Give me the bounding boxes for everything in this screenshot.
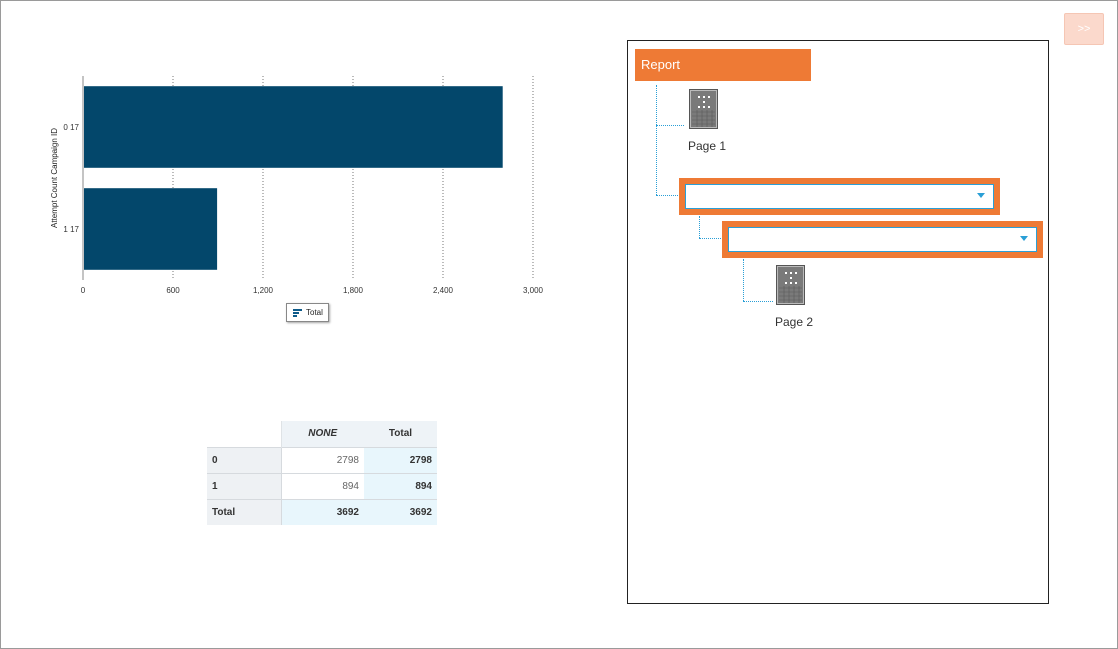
section-selector-1[interactable] — [679, 178, 1000, 215]
tree-connector — [656, 85, 657, 195]
tree-connector — [699, 238, 721, 239]
cell-value: 894 — [281, 472, 364, 499]
bar-chart: 0 600 1,200 1,800 2,400 3,000 0 17 1 17 Attempt… — [50, 76, 544, 295]
table-total-row: Total 3692 3692 — [207, 498, 437, 525]
bar-series-icon — [293, 309, 302, 318]
chart-legend[interactable]: Total — [286, 303, 329, 322]
cell-total: 894 — [364, 472, 437, 499]
bar[interactable] — [84, 86, 503, 168]
cell-total: 3692 — [364, 498, 437, 525]
page-2-label[interactable]: Page 2 — [775, 315, 814, 329]
tree-connector — [743, 301, 773, 302]
report-root-node[interactable]: Report — [635, 49, 811, 81]
cell-value: 2798 — [281, 446, 364, 473]
x-tick-label: 0 — [81, 286, 86, 295]
pivot-table: NONE Total 0 2798 2798 1 894 894 Total 3… — [207, 421, 437, 525]
table-header-row: NONE Total — [207, 421, 437, 447]
table-corner — [207, 421, 282, 447]
page-thumbnail-icon[interactable] — [776, 265, 805, 305]
table-row: 0 2798 2798 — [207, 446, 437, 473]
column-header-total[interactable]: Total — [364, 421, 437, 447]
report-outline-panel: Report Page 1 — [627, 40, 1049, 604]
row-header[interactable]: 0 — [207, 446, 282, 473]
y-tick-label: 0 17 — [63, 123, 79, 132]
x-tick-label: 1,800 — [343, 286, 364, 295]
cell-value: 3692 — [281, 498, 364, 525]
legend-label: Total — [306, 308, 323, 317]
page-1-label[interactable]: Page 1 — [688, 139, 727, 153]
tree-connector — [699, 216, 700, 238]
chevron-down-icon[interactable] — [1020, 236, 1028, 241]
section-dropdown-2[interactable] — [728, 227, 1037, 252]
chevron-down-icon[interactable] — [977, 193, 985, 198]
x-tick-label: 1,200 — [253, 286, 274, 295]
row-header[interactable]: 1 — [207, 472, 282, 499]
expand-panel-button[interactable]: >> — [1064, 13, 1104, 45]
section-selector-2[interactable] — [722, 221, 1043, 258]
cell-total: 2798 — [364, 446, 437, 473]
row-header-total[interactable]: Total — [207, 498, 282, 525]
page-thumbnail-icon[interactable] — [689, 89, 718, 129]
section-dropdown-1[interactable] — [685, 184, 994, 209]
x-tick-label: 3,000 — [523, 286, 544, 295]
bar[interactable] — [84, 188, 218, 270]
column-header-none[interactable]: NONE — [281, 421, 364, 447]
y-axis-title: Attempt Count Campaign ID — [50, 128, 59, 228]
x-tick-label: 600 — [166, 286, 180, 295]
y-tick-label: 1 17 — [63, 225, 79, 234]
tree-connector — [743, 259, 744, 301]
x-tick-label: 2,400 — [433, 286, 454, 295]
tree-connector — [656, 125, 684, 126]
table-row: 1 894 894 — [207, 472, 437, 499]
tree-connector — [656, 195, 678, 196]
